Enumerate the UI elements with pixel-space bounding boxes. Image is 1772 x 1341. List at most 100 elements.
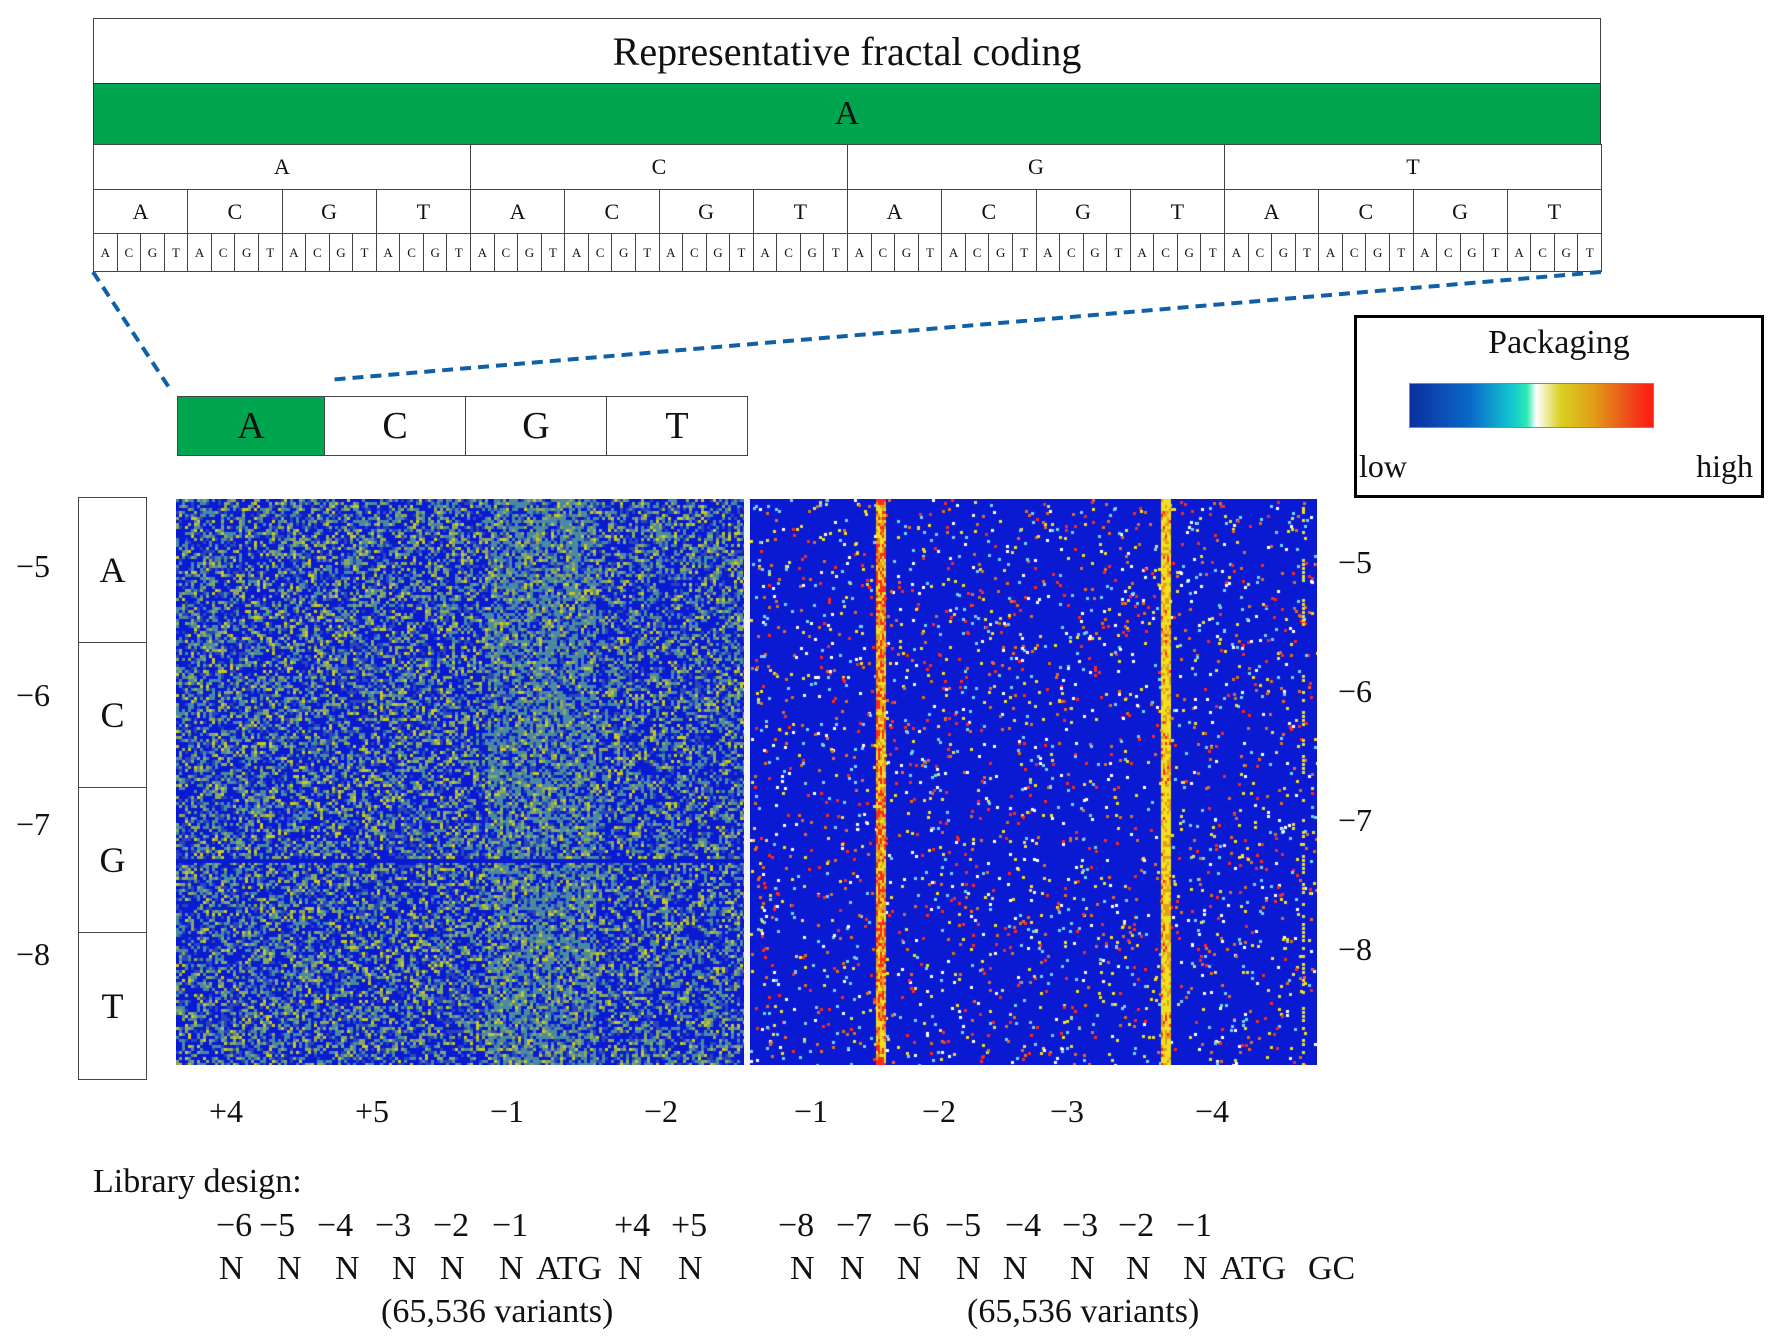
fractal-l3-cell-label: C (690, 244, 699, 260)
packaging-legend: Packaging low high (1354, 315, 1764, 498)
lib-right-gc: GC (1308, 1250, 1356, 1287)
key-cell-c-label: C (382, 405, 408, 447)
fractal-l3-cell-label: G (1372, 244, 1383, 260)
fractal-l3-cell-label: G (147, 244, 158, 260)
lib-right-base-1: N (790, 1250, 815, 1287)
lib-right-pos-minus7: −7 (836, 1207, 873, 1244)
lib-right-base-7: N (1126, 1250, 1151, 1287)
fractal-l3-cell-12: A (375, 233, 401, 272)
left-y-label-minus7: −7 (16, 806, 51, 842)
fractal-l3-cell-label: T (831, 244, 840, 260)
fractal-l2-cell-label: C (604, 198, 620, 224)
fractal-l3-cell-50: G (1271, 233, 1296, 272)
fractal-l2-cell-label: G (1075, 198, 1092, 224)
fractal-l3-cell-label: C (313, 244, 322, 260)
row-key-g: G (78, 787, 147, 933)
fractal-l3-cell-label: C (972, 244, 982, 260)
fractal-l3-cell-label: A (760, 244, 770, 260)
fractal-l3-cell-39: T (1011, 233, 1037, 272)
fractal-l2-cell-6: G (658, 189, 754, 234)
fractal-l3-cell-54: G (1365, 233, 1390, 272)
left-y-label-minus5: −5 (16, 548, 51, 584)
fractal-l3-cell-36: A (941, 233, 966, 272)
fractal-title-text: Representative fractal coding (612, 28, 1082, 74)
fractal-l1-cell-label: C (651, 154, 667, 179)
fractal-l3-cell-0: A (93, 233, 118, 272)
fractal-l3-cell-label: C (218, 244, 228, 260)
fractal-l3-cell-label: T (737, 244, 746, 260)
fractal-title: Representative fractal coding (93, 18, 1601, 84)
lib-right-base-5: N (1003, 1250, 1028, 1287)
key-cell-g-label: G (522, 405, 550, 447)
fractal-l2-cell-label: C (1358, 198, 1374, 224)
fractal-l3-cell-23: T (634, 233, 660, 272)
lib-left-base-1: N (219, 1250, 244, 1287)
lib-right-base-8: N (1183, 1250, 1208, 1287)
fractal-l3-cell-11: T (352, 233, 377, 272)
fractal-l3-cell-59: T (1483, 233, 1508, 272)
legend-title: Packaging (1488, 324, 1630, 361)
fractal-l3-cell-4: A (187, 233, 212, 272)
fractal-l3-cell-24: A (658, 233, 684, 272)
lib-right-pos-minus5: −5 (945, 1207, 982, 1244)
fractal-l3-cell-16: A (470, 233, 495, 272)
fractal-l3-cell-label: G (618, 244, 629, 260)
fractal-l1-cell-0: A (93, 144, 471, 190)
fractal-l2-cell-label: T (1547, 198, 1562, 224)
fractal-l3-cell-26: G (705, 233, 731, 272)
fractal-l3-cell-label: G (430, 244, 440, 260)
fractal-l3-cell-6: G (234, 233, 259, 272)
fractal-l2-cell-label: A (1263, 198, 1280, 224)
fractal-l3-cell-label: G (807, 244, 817, 260)
key-cell-t-label: T (665, 405, 689, 447)
lib-left-pos-minus3: −3 (375, 1207, 412, 1244)
fractal-l3-cell-15: T (446, 233, 471, 272)
fractal-l3-cell-label: A (571, 244, 582, 260)
fractal-l3-cell-20: A (564, 233, 589, 272)
row-key-g-label: G (99, 840, 126, 880)
lib-left-base-7: N (618, 1250, 643, 1287)
fractal-l1-cell-label: T (1406, 154, 1420, 179)
fractal-l3-cell-label: G (1184, 244, 1194, 260)
fractal-l3-cell-label: G (1467, 244, 1477, 260)
fractal-l3-cell-label: G (901, 244, 912, 260)
lib-left-pos-plus4: +4 (614, 1207, 651, 1244)
lib-left-pos-minus1: −1 (492, 1207, 529, 1244)
fractal-l3-cell-label: T (1114, 244, 1123, 260)
row-key-t-label: T (101, 986, 124, 1026)
left-x-label-plus4: +4 (209, 1093, 244, 1129)
fractal-l3-cell-label: T (1397, 244, 1406, 260)
fractal-l3-cell-25: C (682, 233, 707, 272)
lib-right-base-4: N (956, 1250, 981, 1287)
lib-right-variants: (65,536 variants) (967, 1293, 1200, 1330)
fractal-l3-cell-label: T (925, 244, 934, 260)
zoom-guide-lines (91, 270, 1602, 394)
right-y-label-minus5: −5 (1338, 544, 1373, 580)
right-x-label-minus1: −1 (794, 1093, 829, 1129)
fractal-l3-cell-label: A (383, 244, 393, 260)
fractal-l3-cell-40: A (1035, 233, 1061, 272)
key-cell-a: A (177, 396, 325, 456)
lib-left-variants: (65,536 variants) (381, 1293, 614, 1330)
fractal-l3-cell-label: C (1444, 244, 1453, 260)
fractal-l3-cell-label: C (595, 244, 605, 260)
lib-right-pos-minus4: −4 (1005, 1207, 1042, 1244)
fractal-l3-cell-label: T (1208, 244, 1217, 260)
fractal-l2-cell-label: A (886, 198, 903, 224)
fractal-l3-cell-label: T (1302, 244, 1311, 260)
fractal-l3-cell-27: T (729, 233, 754, 272)
fractal-l3-cell-45: C (1153, 233, 1178, 272)
fractal-l2-cell-1: C (187, 189, 283, 234)
key-cell-a-label: A (237, 405, 265, 447)
library-heading: Library design: (93, 1163, 302, 1200)
fractal-l3-cell-label: A (1420, 244, 1430, 260)
fractal-l2-cell-13: C (1318, 189, 1414, 234)
lib-left-base-8: N (678, 1250, 703, 1287)
fractal-l3-cell-label: T (548, 244, 557, 260)
zoom-line-right (327, 270, 1602, 382)
lib-right-base-3: N (897, 1250, 922, 1287)
lib-left-base-2: N (277, 1250, 302, 1287)
fractal-l3-cell-37: C (964, 233, 990, 272)
fractal-l2-cell-label: G (1452, 198, 1469, 224)
fractal-l2-cell-9: C (941, 189, 1037, 234)
